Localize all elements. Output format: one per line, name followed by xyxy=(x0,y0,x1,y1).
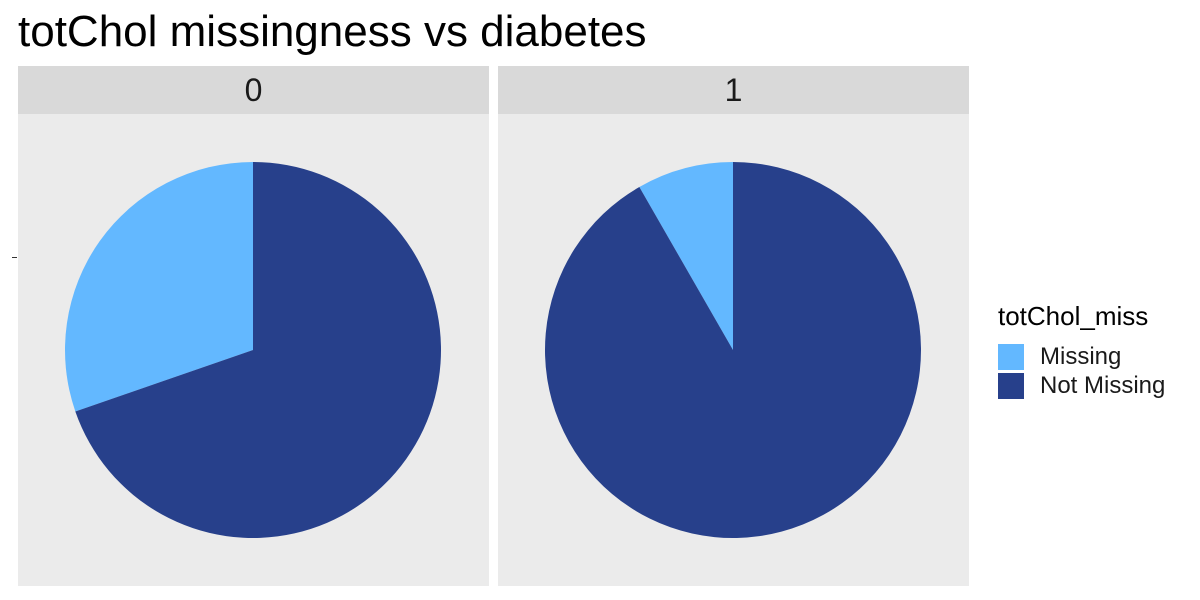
legend-item-missing: Missing xyxy=(998,342,1165,371)
legend-title: totChol_miss xyxy=(998,301,1149,331)
legend-label-missing: Missing xyxy=(1040,342,1122,370)
y-axis-tick xyxy=(12,257,17,258)
panel-strip-0: 0 xyxy=(18,66,489,114)
chart-title: totChol missingness vs diabetes xyxy=(18,7,647,56)
legend-key-not-missing xyxy=(998,372,1024,399)
legend-key-missing xyxy=(998,343,1024,370)
legend-item-not-missing: Not Missing xyxy=(998,371,1165,400)
pie-slice-panel-1-not-missing xyxy=(544,162,921,538)
pie-slice-panel-0-not-missing xyxy=(75,162,442,538)
legend-label-not-missing: Not Missing xyxy=(1040,371,1166,399)
panel-strip-1: 1 xyxy=(498,66,969,114)
legend: totChol_miss Missing Not Missing xyxy=(998,300,1165,400)
pie-slice-panel-0-missing xyxy=(65,162,253,412)
pie-slice-panel-1-missing xyxy=(639,162,733,350)
